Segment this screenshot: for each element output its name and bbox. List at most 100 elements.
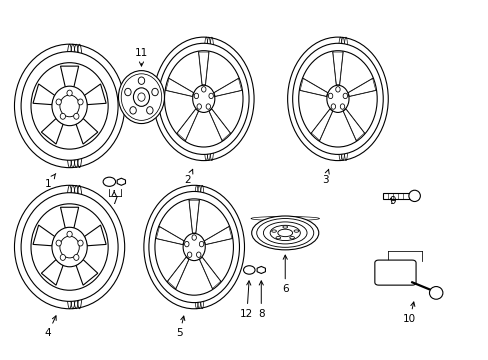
- Ellipse shape: [21, 51, 118, 160]
- Polygon shape: [76, 260, 98, 285]
- Ellipse shape: [208, 93, 213, 99]
- Ellipse shape: [194, 93, 198, 99]
- Polygon shape: [165, 78, 193, 96]
- Ellipse shape: [15, 185, 124, 309]
- Polygon shape: [199, 257, 220, 288]
- Ellipse shape: [56, 99, 61, 105]
- Ellipse shape: [298, 51, 376, 147]
- Ellipse shape: [74, 113, 79, 119]
- Text: 2: 2: [184, 169, 192, 185]
- FancyBboxPatch shape: [383, 193, 409, 199]
- Polygon shape: [84, 225, 106, 246]
- Text: 12: 12: [240, 281, 253, 319]
- Polygon shape: [33, 225, 55, 246]
- Ellipse shape: [15, 44, 124, 168]
- Text: 1: 1: [44, 174, 56, 189]
- Ellipse shape: [151, 88, 158, 96]
- Ellipse shape: [340, 104, 344, 109]
- Polygon shape: [177, 109, 198, 140]
- Polygon shape: [348, 78, 375, 96]
- Ellipse shape: [146, 107, 153, 114]
- Ellipse shape: [138, 77, 144, 84]
- Polygon shape: [343, 109, 364, 140]
- Ellipse shape: [184, 241, 189, 247]
- Ellipse shape: [60, 113, 65, 119]
- Polygon shape: [204, 227, 231, 244]
- Ellipse shape: [277, 229, 292, 237]
- Polygon shape: [156, 227, 183, 244]
- FancyBboxPatch shape: [374, 260, 415, 285]
- Text: 3: 3: [321, 169, 328, 185]
- Ellipse shape: [52, 227, 87, 267]
- Polygon shape: [332, 52, 342, 85]
- Polygon shape: [76, 118, 98, 144]
- Ellipse shape: [335, 87, 340, 92]
- Ellipse shape: [293, 230, 298, 232]
- Ellipse shape: [192, 235, 196, 240]
- Ellipse shape: [192, 85, 214, 112]
- Ellipse shape: [67, 231, 72, 237]
- Ellipse shape: [67, 90, 72, 96]
- Polygon shape: [167, 257, 188, 288]
- Ellipse shape: [78, 99, 83, 105]
- Ellipse shape: [103, 177, 115, 186]
- Polygon shape: [61, 66, 79, 87]
- Ellipse shape: [164, 51, 243, 147]
- Ellipse shape: [158, 43, 248, 154]
- Ellipse shape: [287, 37, 387, 161]
- Polygon shape: [199, 52, 208, 85]
- Ellipse shape: [197, 104, 201, 109]
- Ellipse shape: [148, 192, 239, 303]
- Ellipse shape: [196, 252, 201, 257]
- Ellipse shape: [183, 233, 205, 261]
- Ellipse shape: [56, 240, 61, 246]
- Ellipse shape: [328, 93, 332, 99]
- Ellipse shape: [292, 43, 383, 154]
- Ellipse shape: [143, 185, 244, 309]
- Polygon shape: [61, 207, 79, 228]
- Ellipse shape: [130, 107, 136, 114]
- Polygon shape: [84, 84, 106, 105]
- Ellipse shape: [31, 63, 108, 149]
- Ellipse shape: [187, 252, 191, 257]
- Polygon shape: [41, 118, 63, 144]
- Ellipse shape: [199, 241, 203, 247]
- Ellipse shape: [21, 193, 118, 301]
- Polygon shape: [33, 84, 55, 105]
- Ellipse shape: [289, 237, 294, 239]
- Polygon shape: [300, 78, 327, 96]
- Ellipse shape: [343, 93, 347, 99]
- Ellipse shape: [31, 204, 108, 290]
- Polygon shape: [209, 109, 230, 140]
- Ellipse shape: [74, 255, 79, 260]
- Ellipse shape: [282, 226, 287, 228]
- Text: 6: 6: [282, 255, 288, 294]
- Ellipse shape: [408, 190, 420, 202]
- Polygon shape: [41, 260, 63, 285]
- Polygon shape: [311, 109, 332, 140]
- Polygon shape: [117, 178, 125, 185]
- Text: 8: 8: [258, 281, 264, 319]
- Ellipse shape: [271, 230, 276, 232]
- Ellipse shape: [124, 88, 131, 96]
- Ellipse shape: [330, 104, 335, 109]
- Ellipse shape: [243, 266, 255, 274]
- Ellipse shape: [251, 216, 318, 250]
- Ellipse shape: [153, 37, 254, 161]
- Ellipse shape: [155, 199, 233, 295]
- Text: 7: 7: [111, 190, 117, 206]
- Text: 4: 4: [44, 316, 56, 338]
- Polygon shape: [189, 200, 199, 233]
- Ellipse shape: [78, 240, 83, 246]
- Ellipse shape: [326, 85, 348, 112]
- Text: 11: 11: [135, 48, 148, 66]
- Text: 10: 10: [403, 302, 416, 324]
- Ellipse shape: [275, 237, 280, 239]
- Ellipse shape: [205, 104, 210, 109]
- Polygon shape: [214, 78, 241, 96]
- Ellipse shape: [52, 86, 87, 126]
- Ellipse shape: [201, 87, 205, 92]
- Text: 5: 5: [176, 316, 184, 338]
- Polygon shape: [257, 266, 265, 274]
- Ellipse shape: [133, 88, 149, 106]
